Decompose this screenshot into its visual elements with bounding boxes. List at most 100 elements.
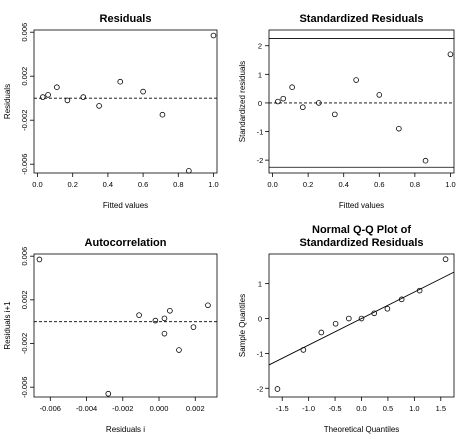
x-tick-label: -0.004	[76, 404, 97, 413]
data-point	[300, 347, 307, 353]
x-tick-label: 0.2	[67, 180, 77, 189]
data-point	[376, 92, 383, 98]
data-point	[422, 157, 429, 164]
y-tick-label: 0	[258, 315, 262, 324]
x-axis-label: Fitted values	[339, 201, 384, 210]
data-point	[274, 386, 281, 392]
y-axis-label: Standardized residuals	[238, 61, 247, 142]
data-point	[280, 95, 287, 102]
chart-title: Standardized Residuals	[299, 13, 423, 25]
y-tick-label: -2	[257, 384, 264, 393]
y-tick-label: 1	[258, 70, 262, 79]
data-point	[64, 97, 71, 104]
data-point	[205, 302, 211, 309]
y-tick-label: 0	[258, 99, 262, 108]
x-tick-label: 1.0	[445, 180, 455, 189]
x-axis-label: Fitted values	[103, 201, 148, 210]
data-point	[358, 315, 365, 322]
data-point	[80, 94, 87, 100]
data-point	[161, 315, 168, 322]
x-tick-label: 0.000	[150, 404, 169, 413]
y-tick-label: 0.002	[20, 67, 29, 86]
data-point	[39, 94, 46, 100]
data-point	[54, 84, 60, 90]
data-point	[96, 103, 102, 109]
x-tick-label: 0.002	[186, 404, 205, 413]
x-tick-label: 0.8	[173, 180, 183, 189]
data-point	[371, 310, 377, 317]
data-point	[161, 330, 168, 337]
y-tick-label: -0.002	[20, 110, 29, 131]
x-tick-label: 0.0	[356, 404, 366, 413]
y-tick-label: -0.006	[20, 154, 29, 175]
data-point	[140, 88, 146, 95]
data-point	[210, 32, 217, 39]
data-point	[299, 104, 306, 111]
y-axis-label: Sample Quantiles	[238, 294, 247, 357]
plot-frame	[33, 253, 218, 398]
x-tick-label: -0.006	[40, 404, 61, 413]
data-point	[190, 324, 197, 330]
data-point	[36, 256, 43, 263]
data-point	[289, 84, 295, 90]
data-point	[159, 111, 166, 118]
chart-title: Autocorrelation	[85, 237, 167, 249]
data-point	[136, 312, 142, 318]
chart-panel-2: Standardized Residuals Fitted values Stand…	[238, 13, 456, 210]
x-tick-label: 0.6	[138, 180, 148, 189]
data-point	[447, 51, 454, 58]
data-point	[186, 168, 192, 174]
data-point	[275, 98, 281, 105]
data-point	[384, 305, 391, 312]
data-point	[105, 390, 112, 397]
y-tick-label: -1	[257, 349, 264, 358]
data-point	[45, 92, 51, 98]
data-point	[398, 296, 405, 303]
x-axis-label: Theoretical Quantiles	[324, 425, 400, 434]
x-tick-label: -0.002	[112, 404, 133, 413]
x-tick-label: 0.0	[267, 180, 277, 189]
y-tick-label: -0.002	[20, 333, 29, 354]
x-tick-label: 0.2	[303, 180, 313, 189]
y-tick-label: 1	[258, 280, 262, 289]
y-tick-label: -2	[257, 156, 264, 165]
y-tick-label: 2	[258, 42, 262, 51]
plot-frame	[33, 29, 218, 174]
y-axis-label: Residuals i+1	[3, 301, 12, 350]
x-tick-label: 0.6	[374, 180, 384, 189]
plot-frame	[268, 29, 455, 174]
x-tick-label: 1.5	[436, 404, 446, 413]
y-tick-label: 0.006	[20, 247, 29, 266]
x-tick-label: 1.0	[208, 180, 218, 189]
data-point	[442, 256, 449, 263]
x-tick-label: -1.5	[276, 404, 289, 413]
chart-panel-1: Residuals Fitted values Residuals 0.0 0.2 0.4…	[3, 13, 219, 210]
chart-subtitle: Standardized Residuals	[299, 237, 423, 249]
chart-title: Normal Q-Q Plot of	[312, 224, 411, 236]
data-point	[176, 347, 182, 353]
data-point	[316, 100, 322, 106]
x-tick-label: -1.0	[302, 404, 315, 413]
chart-title: Residuals	[100, 13, 152, 25]
y-axis-label: Residuals	[3, 84, 12, 119]
x-tick-label: -0.5	[329, 404, 342, 413]
x-tick-label: 0.0	[32, 180, 42, 189]
x-tick-label: 0.5	[383, 404, 393, 413]
plot-frame	[268, 253, 455, 398]
y-tick-label: 0.006	[20, 23, 29, 42]
data-point	[346, 315, 352, 322]
y-tick-label: -1	[257, 128, 264, 137]
x-axis-label: Residuals i	[106, 425, 145, 434]
qq-reference-line	[268, 271, 455, 366]
data-point	[167, 307, 173, 314]
x-tick-label: 0.4	[103, 180, 113, 189]
y-tick-label: -0.006	[20, 377, 29, 398]
data-point	[332, 111, 338, 118]
data-point	[152, 317, 159, 324]
x-tick-label: 0.4	[338, 180, 348, 189]
data-point	[353, 77, 359, 83]
data-point	[332, 320, 339, 327]
y-tick-label: 0.002	[20, 290, 29, 309]
